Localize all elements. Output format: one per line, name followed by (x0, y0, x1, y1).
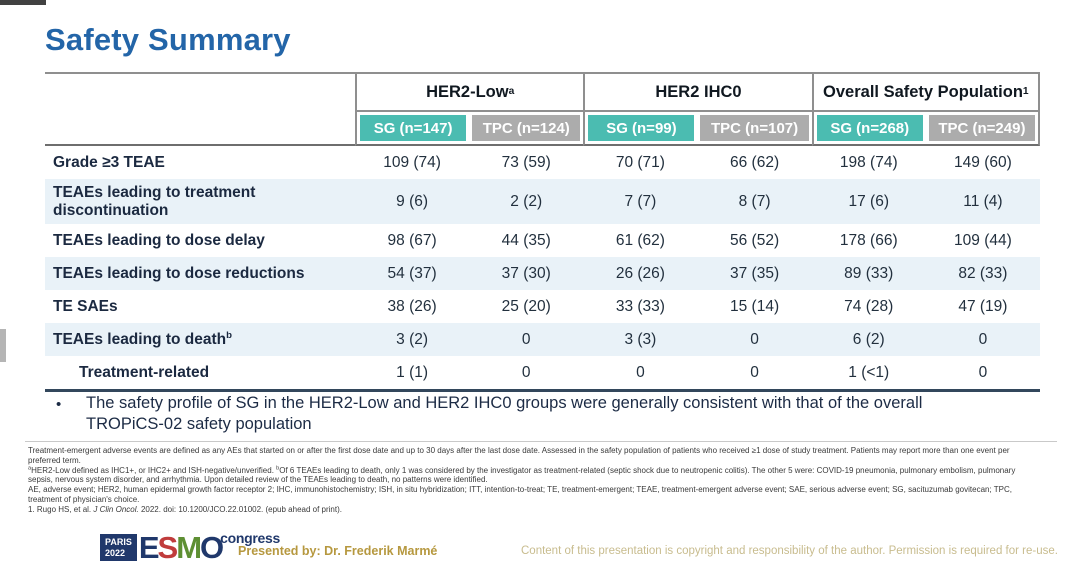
table-body: Grade ≥3 TEAE 109 (74) 73 (59) 70 (71) 6… (45, 146, 1040, 389)
column-header-tpc-107: TPC (n=107) (700, 115, 809, 141)
cell-value: 82 (33) (958, 264, 1008, 282)
esmo-congress-label: congress (220, 530, 281, 546)
cell-value: 26 (26) (615, 264, 665, 282)
copyright-notice: Content of this presentation is copyrigh… (521, 545, 1058, 557)
footnotes: Treatment-emergent adverse events are de… (28, 446, 1042, 515)
cell-value: 38 (26) (387, 297, 437, 315)
table-row-dose-reductions: TEAEs leading to dose reductions 54 (37)… (45, 257, 1040, 290)
cell-value: 73 (59) (501, 153, 551, 171)
cell-value: 0 (636, 363, 645, 381)
table-row-treatment-related: Treatment-related 1 (1) 0 0 0 1 (<1) 0 (45, 356, 1040, 389)
cell-value: 149 (60) (954, 153, 1012, 171)
cell-value: 1 (<1) (848, 363, 890, 381)
cell-value: 37 (30) (501, 264, 551, 282)
column-header-tpc-124: TPC (n=124) (472, 115, 581, 141)
cell-value: 0 (750, 330, 759, 348)
table-row-death: TEAEs leading to deathb 3 (2) 0 3 (3) 0 … (45, 323, 1040, 356)
cell-value: 54 (37) (387, 264, 437, 282)
cell-value: 74 (28) (844, 297, 894, 315)
group-header-her2-low: HER2-Low a (355, 72, 584, 112)
table-column-header-row: SG (n=147) TPC (n=124) SG (n=99) TPC (n=… (45, 112, 1040, 146)
row-label: Treatment-related (79, 363, 210, 381)
cell-value: 1 (1) (396, 363, 429, 381)
table-row-discontinuation: TEAEs leading to treatment discontinuati… (45, 179, 1040, 224)
cell-value: 8 (7) (738, 192, 771, 210)
screen-edge-artifact-left (0, 329, 6, 362)
cell-value: 98 (67) (387, 231, 437, 249)
cell-value: 66 (62) (730, 153, 780, 171)
column-header-spacer (45, 112, 355, 146)
bullet-marker: • (56, 396, 62, 413)
cell-value: 0 (521, 363, 531, 381)
row-label: Grade ≥3 TEAE (53, 153, 165, 171)
esmo-congress-logo: PARIS 2022 ESMO congress (100, 530, 281, 565)
esmo-wordmark: ESMO (138, 530, 224, 565)
presented-by: Presented by: Dr. Frederik Marmé (238, 544, 438, 558)
cell-value: 0 (521, 330, 531, 348)
safety-summary-table: HER2-Low a HER2 IHC0 Overall Safety Popul… (45, 72, 1040, 392)
cell-value: 0 (750, 363, 759, 381)
group-header-overall-safety-population: Overall Safety Population 1 (811, 72, 1040, 112)
footnote-divider (25, 441, 1057, 442)
column-header-sg-268: SG (n=268) (816, 115, 923, 141)
column-header-tpc-249: TPC (n=249) (928, 115, 1035, 141)
cell-value: 178 (66) (839, 231, 898, 249)
row-label: TEAEs leading to deathb (53, 329, 232, 348)
cell-value: 33 (33) (615, 297, 665, 315)
footnote-abbreviations: AE, adverse event; HER2, human epidermal… (28, 485, 1012, 505)
cell-value: 3 (3) (624, 330, 657, 348)
footnote-superscripts: aHER2-Low defined as IHC1+, or IHC2+ and… (28, 465, 1016, 485)
conclusion-text: The safety profile of SG in the HER2-Low… (86, 394, 923, 434)
column-header-sg-147: SG (n=147) (360, 115, 467, 141)
cell-value: 0 (978, 363, 988, 381)
conclusion-bullet: • The safety profile of SG in the HER2-L… (48, 393, 1048, 435)
cell-value: 70 (71) (615, 153, 665, 171)
cell-value: 11 (4) (963, 192, 1003, 210)
row-label: TEAEs leading to dose reductions (53, 264, 305, 282)
esmo-paris-2022-badge: PARIS 2022 (100, 534, 137, 561)
table-row-grade3-teae: Grade ≥3 TEAE 109 (74) 73 (59) 70 (71) 6… (45, 146, 1040, 179)
table-group-header-row: HER2-Low a HER2 IHC0 Overall Safety Popul… (45, 72, 1040, 112)
table-row-te-saes: TE SAEs 38 (26) 25 (20) 33 (33) 15 (14) … (45, 290, 1040, 323)
cell-value: 198 (74) (839, 153, 898, 171)
slide-footer: PARIS 2022 ESMO congress Presented by: D… (0, 528, 1080, 570)
group-header-her2-ihc0: HER2 IHC0 (583, 72, 812, 112)
cell-value: 89 (33) (844, 264, 894, 282)
cell-value: 109 (74) (383, 153, 441, 171)
row-label: TE SAEs (53, 297, 118, 315)
cell-value: 6 (2) (852, 330, 885, 348)
cell-value: 37 (35) (730, 264, 780, 282)
column-header-sg-99: SG (n=99) (588, 115, 695, 141)
cell-value: 0 (978, 330, 988, 348)
cell-value: 47 (19) (958, 297, 1008, 315)
row-label: TEAEs leading to treatment discontinuati… (53, 183, 256, 219)
cell-value: 9 (6) (396, 192, 429, 210)
cell-value: 17 (6) (848, 192, 889, 210)
cell-value: 56 (52) (730, 231, 780, 249)
row-label: TEAEs leading to dose delay (53, 231, 265, 249)
cell-value: 7 (7) (624, 192, 657, 210)
page-title: Safety Summary (45, 22, 291, 57)
cell-value: 109 (44) (954, 231, 1012, 249)
cell-value: 61 (62) (615, 231, 665, 249)
cell-value: 15 (14) (730, 297, 780, 315)
footnote-citation: 1. Rugo HS, et al. J Clin Oncol. 2022. d… (28, 504, 342, 514)
screen-edge-artifact-top (0, 0, 46, 5)
cell-value: 25 (20) (501, 297, 551, 315)
group-header-spacer (45, 72, 355, 110)
cell-value: 3 (2) (396, 330, 429, 348)
table-row-dose-delay: TEAEs leading to dose delay 98 (67) 44 (… (45, 224, 1040, 257)
cell-value: 2 (2) (510, 192, 543, 210)
cell-value: 44 (35) (501, 231, 551, 249)
footnote-definitions: Treatment-emergent adverse events are de… (28, 446, 1010, 465)
